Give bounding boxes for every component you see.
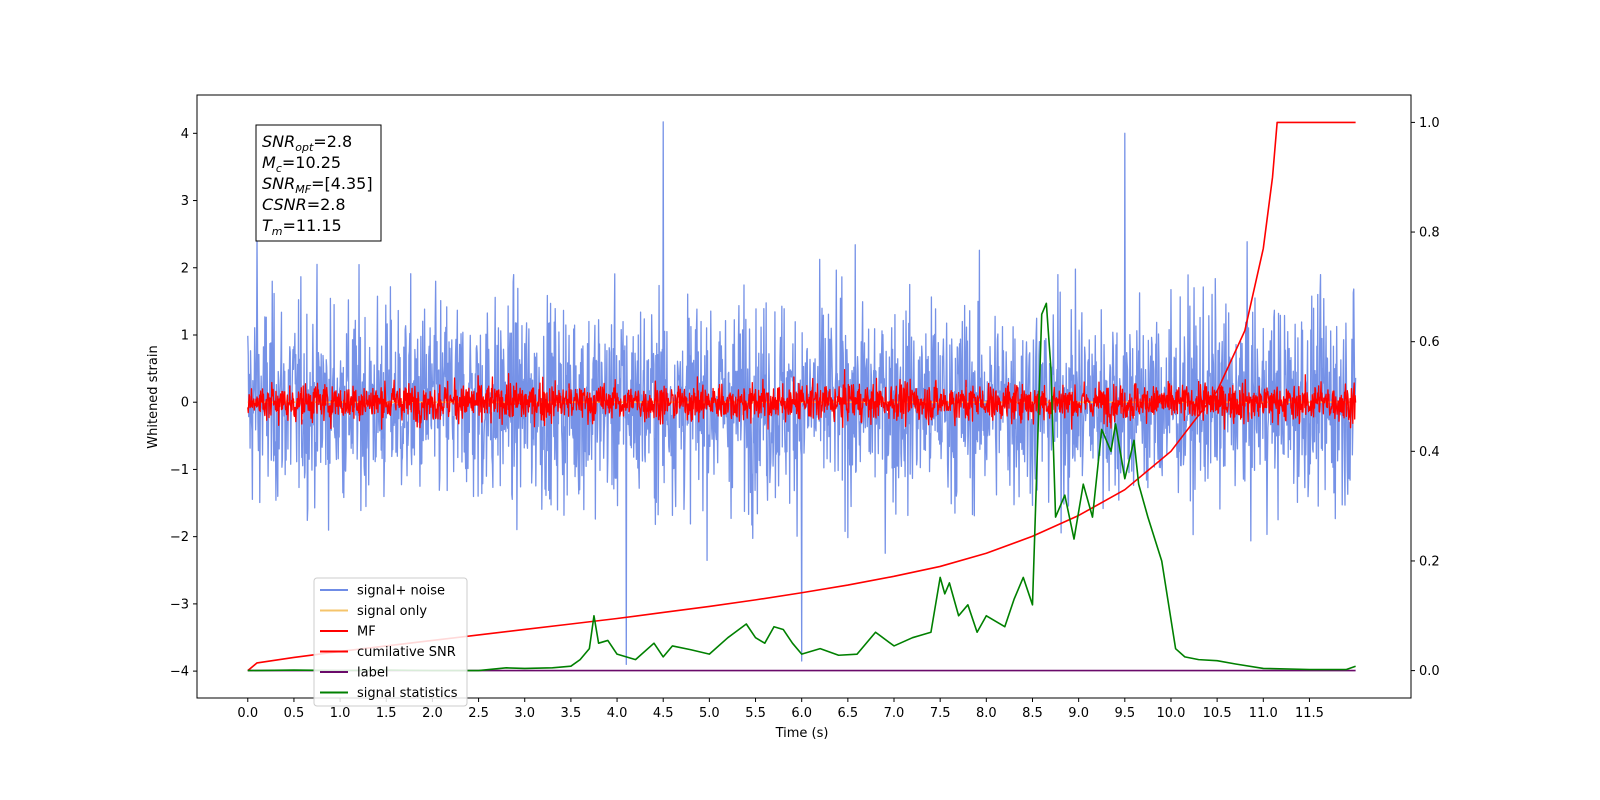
y-tick-label: 0	[181, 396, 189, 411]
y-tick-label: 4	[181, 127, 189, 142]
x-tick-label: 7.0	[884, 706, 905, 721]
y-tick-label: −3	[170, 597, 189, 612]
y-tick-label: 3	[181, 194, 189, 209]
legend-label-signal-only: signal only	[357, 604, 427, 619]
y2-tick-label: 0.6	[1419, 335, 1440, 350]
x-tick-label: 9.0	[1068, 706, 1089, 721]
info-box-line: SNRMF=[4.35]	[262, 174, 373, 196]
legend-label-label: label	[357, 666, 388, 681]
x-tick-label: 4.0	[607, 706, 628, 721]
x-tick-label: 4.5	[653, 706, 674, 721]
x-tick-label: 10.5	[1203, 706, 1232, 721]
y-tick-label: −1	[170, 463, 189, 478]
info-box-line: Tm=11.15	[262, 216, 342, 238]
y-tick-label: 1	[181, 328, 189, 343]
x-tick-label: 1.0	[330, 706, 351, 721]
x-tick-label: 7.5	[930, 706, 951, 721]
y2-tick-label: 1.0	[1419, 116, 1440, 131]
x-tick-label: 0.5	[284, 706, 305, 721]
x-tick-label: 6.5	[838, 706, 859, 721]
x-tick-label: 11.5	[1295, 706, 1324, 721]
series-line-mf	[247, 369, 1357, 430]
x-tick-label: 10.0	[1156, 706, 1185, 721]
y-tick-label: 2	[181, 261, 189, 276]
x-axis: 0.0 0.5 1.0 1.5 2.0 2.5 3.0 3.5 4.0 4.5 5.0 5.5 6.0 6…	[237, 698, 1324, 721]
x-tick-label: 2.0	[422, 706, 443, 721]
info-box-line: CSNR=2.8	[262, 195, 346, 214]
y2-tick-label: 0.8	[1419, 226, 1440, 241]
x-tick-label: 3.5	[561, 706, 582, 721]
x-tick-label: 0.0	[237, 706, 258, 721]
x-tick-label: 3.0	[514, 706, 535, 721]
x-axis-label: Time (s)	[775, 726, 829, 741]
y-axis-label: Whitened strain	[146, 345, 161, 448]
info-box-line: Mc=10.25	[262, 153, 341, 175]
series-line-signal-statistics	[247, 302, 1356, 672]
legend-label-mf: MF	[357, 625, 376, 640]
x-tick-label: 8.0	[976, 706, 997, 721]
legend-label-cumilative-snr: cumilative SNR	[357, 645, 456, 660]
info-box-frame	[255, 124, 382, 242]
x-tick-label: 2.5	[468, 706, 489, 721]
y2-tick-label: 0.2	[1419, 554, 1440, 569]
series-line-signal-noise	[247, 121, 1357, 666]
x-tick-label: 1.5	[376, 706, 397, 721]
x-tick-label: 5.5	[745, 706, 766, 721]
x-tick-label: 11.0	[1249, 706, 1278, 721]
x-tick-label: 8.5	[1022, 706, 1043, 721]
x-tick-label: 9.5	[1114, 706, 1135, 721]
legend-frame	[313, 577, 468, 707]
y-tick-label: −4	[170, 665, 189, 680]
legend-label-signal-statistics: signal statistics	[357, 686, 458, 701]
x-tick-label: 6.0	[791, 706, 812, 721]
legend-label-signal-noise: signal+ noise	[357, 584, 445, 599]
y2-tick-label: 0.0	[1419, 664, 1440, 679]
x-tick-label: 5.0	[699, 706, 720, 721]
axes-frame	[196, 94, 1412, 699]
y-axis-left: −4 −3 −2 −1 0 1 2 3 4	[170, 127, 197, 680]
info-box-line: SNRopt=2.8	[262, 132, 352, 154]
y-axis-right: 0.0 0.2 0.4 0.6 0.8 1.0	[1411, 116, 1440, 679]
legend: signal+ noise signal only MF cumilative SNR…	[313, 577, 468, 707]
y-tick-label: −2	[170, 530, 189, 545]
y2-tick-label: 0.4	[1419, 445, 1440, 460]
